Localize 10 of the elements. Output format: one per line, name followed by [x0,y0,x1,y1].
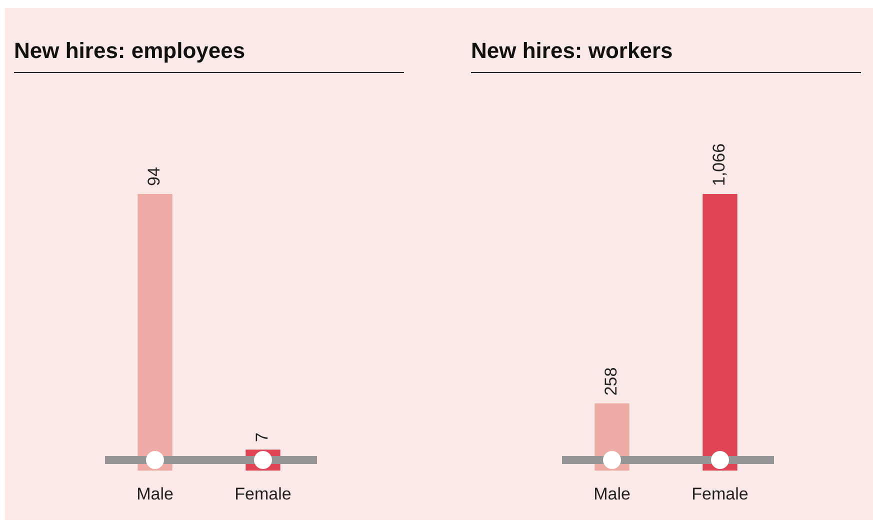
x-tick-label: Male [594,484,630,504]
data-label: 7 [252,432,272,442]
x-tick-label: Female [234,484,292,504]
data-label: 258 [602,367,621,396]
x-tick-label: Male [136,484,174,504]
data-label: 1,066 [710,143,729,186]
chart-title: New hires: employees [14,38,404,73]
x-tick-label: Female [692,484,748,504]
chart-title: New hires: workers [471,38,861,73]
data-label: 94 [144,167,164,186]
